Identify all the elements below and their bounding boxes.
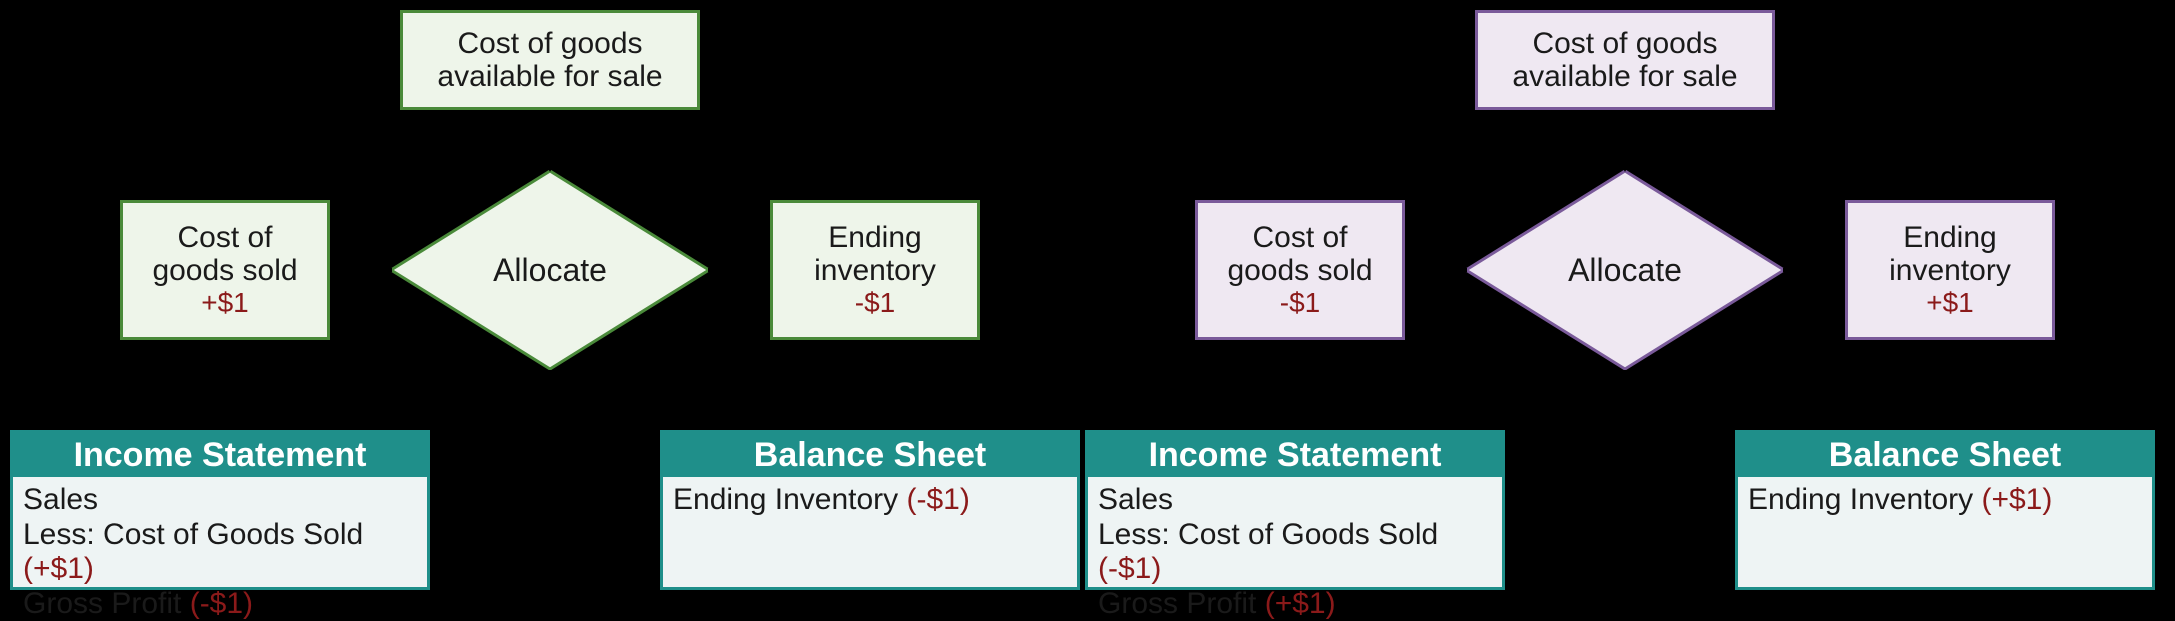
diagram-canvas: Cost of goodsavailable for saleAllocateC… — [0, 0, 2175, 600]
balance-sheet-panel-right-body: Ending Inventory (+$1) — [1738, 477, 2152, 587]
top-node-right: Cost of goodsavailable for sale — [1475, 10, 1775, 110]
arrow-left-panel-right — [1288, 328, 1312, 442]
cogs-node-right: Cost ofgoods sold-$1 — [1195, 200, 1405, 340]
allocate-diamond-right-label: Allocate — [1568, 252, 1682, 289]
cogs-node-left-line: Cost of — [177, 221, 272, 254]
ending-inv-node-right-delta: +$1 — [1926, 287, 1974, 319]
allocate-diamond-left: Allocate — [390, 170, 710, 370]
cogs-node-left-line: goods sold — [152, 254, 297, 287]
ending-inv-node-left-delta: -$1 — [855, 287, 895, 319]
allocate-diamond-right: Allocate — [1465, 170, 1785, 370]
allocate-diamond-left-label: Allocate — [493, 252, 607, 289]
balance-sheet-panel-left-row: Ending Inventory (-$1) — [673, 483, 1067, 518]
income-statement-panel-left-row: Sales — [23, 483, 417, 518]
top-node-left-line: Cost of goods — [457, 27, 642, 60]
arrow-left-panel-left — [213, 328, 237, 442]
cogs-node-left: Cost ofgoods sold+$1 — [120, 200, 330, 340]
income-statement-panel-right: Income StatementSalesLess: Cost of Goods… — [1085, 430, 1505, 590]
balance-sheet-panel-left-row-label: Ending Inventory — [673, 483, 906, 516]
cogs-node-left-delta: +$1 — [201, 287, 249, 319]
cogs-node-right-line: goods sold — [1227, 254, 1372, 287]
ending-inv-node-right-line: inventory — [1889, 254, 2011, 287]
balance-sheet-panel-right-row-label: Ending Inventory — [1748, 483, 1981, 516]
top-node-left: Cost of goodsavailable for sale — [400, 10, 700, 110]
income-statement-panel-right-row: Sales — [1098, 483, 1492, 518]
balance-sheet-panel-left-row-delta: (-$1) — [906, 483, 969, 516]
income-statement-panel-left: Income StatementSalesLess: Cost of Goods… — [10, 430, 430, 590]
income-statement-panel-left-row-delta: (+$1) — [23, 552, 94, 585]
balance-sheet-panel-right-row: Ending Inventory (+$1) — [1748, 483, 2142, 518]
income-statement-panel-left-header: Income Statement — [13, 433, 427, 477]
balance-sheet-panel-left: Balance Sheet Ending Inventory (-$1) — [660, 430, 1080, 590]
income-statement-panel-left-row-label: Sales — [23, 483, 98, 516]
balance-sheet-panel-right-row-delta: (+$1) — [1981, 483, 2052, 516]
income-statement-panel-right-row-label: Gross Profit — [1098, 587, 1265, 620]
income-statement-panel-right-row-delta: (-$1) — [1098, 552, 1161, 585]
ending-inv-node-left-line: inventory — [814, 254, 936, 287]
balance-sheet-panel-left-header: Balance Sheet — [663, 433, 1077, 477]
income-statement-panel-right-row-label: Less: Cost of Goods Sold — [1098, 518, 1438, 551]
arrow-right-panel-left — [863, 328, 887, 442]
income-statement-panel-right-row-delta: (+$1) — [1265, 587, 1336, 620]
income-statement-panel-right-row: Gross Profit (+$1) — [1098, 587, 1492, 621]
income-statement-panel-right-row-label: Sales — [1098, 483, 1173, 516]
balance-sheet-panel-right-header: Balance Sheet — [1738, 433, 2152, 477]
arrow-right-panel-right — [1938, 328, 1962, 442]
cogs-node-right-line: Cost of — [1252, 221, 1347, 254]
income-statement-panel-right-body: SalesLess: Cost of Goods Sold (-$1)Gross… — [1088, 477, 1502, 587]
income-statement-panel-left-row-label: Gross Profit — [23, 587, 190, 620]
income-statement-panel-right-row: Less: Cost of Goods Sold (-$1) — [1098, 518, 1492, 587]
income-statement-panel-right-header: Income Statement — [1088, 433, 1502, 477]
income-statement-panel-left-row-delta: (-$1) — [190, 587, 253, 620]
cogs-node-right-delta: -$1 — [1280, 287, 1320, 319]
ending-inv-node-right-line: Ending — [1903, 221, 1996, 254]
income-statement-panel-left-row-label: Less: Cost of Goods Sold — [23, 518, 363, 551]
ending-inv-node-left: Endinginventory-$1 — [770, 200, 980, 340]
ending-inv-node-left-line: Ending — [828, 221, 921, 254]
top-node-left-line: available for sale — [437, 60, 662, 93]
income-statement-panel-left-row: Less: Cost of Goods Sold (+$1) — [23, 518, 417, 587]
income-statement-panel-left-body: SalesLess: Cost of Goods Sold (+$1)Gross… — [13, 477, 427, 587]
balance-sheet-panel-left-body: Ending Inventory (-$1) — [663, 477, 1077, 587]
income-statement-panel-left-row: Gross Profit (-$1) — [23, 587, 417, 621]
balance-sheet-panel-right: Balance Sheet Ending Inventory (+$1) — [1735, 430, 2155, 590]
top-node-right-line: Cost of goods — [1532, 27, 1717, 60]
top-node-right-line: available for sale — [1512, 60, 1737, 93]
ending-inv-node-right: Endinginventory+$1 — [1845, 200, 2055, 340]
